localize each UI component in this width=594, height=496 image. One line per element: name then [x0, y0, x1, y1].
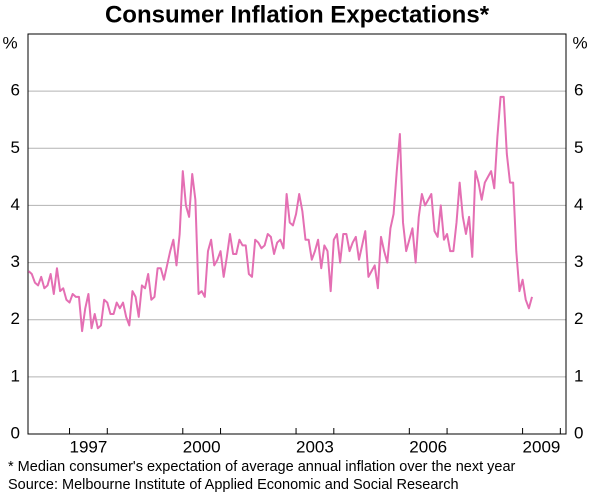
source: Source: Melbourne Institute of Applied E…: [8, 477, 459, 493]
y-tick-label: 2: [11, 309, 20, 328]
y-tick-label: 1: [11, 366, 20, 385]
y-tick-label-right: 5: [574, 138, 583, 157]
chart-title: Consumer Inflation Expectations*: [105, 1, 490, 28]
x-tick-label: 2006: [409, 437, 447, 456]
x-tick-label: 2000: [183, 437, 221, 456]
y-unit-left: %: [2, 33, 17, 52]
y-tick-label-right: 4: [574, 195, 583, 214]
plot-frame: [27, 33, 567, 435]
y-tick-label-right: 1: [574, 366, 583, 385]
y-tick-label-right: 2: [574, 309, 583, 328]
x-tick-label: 2003: [296, 437, 334, 456]
y-tick-label: 4: [11, 195, 20, 214]
footnote: * Median consumer's expectation of avera…: [8, 459, 516, 475]
x-tick-label: 1997: [69, 437, 107, 456]
y-tick-label: 3: [11, 252, 20, 271]
y-tick-label-right: 6: [574, 81, 583, 100]
series-line: [27, 95, 533, 333]
y-tick-label: 0: [11, 423, 20, 442]
y-unit-right: %: [572, 33, 587, 52]
y-tick-label-right: 3: [574, 252, 583, 271]
x-tick-label: 2009: [523, 437, 561, 456]
y-tick-label: 5: [11, 138, 20, 157]
y-tick-label-right: 0: [574, 423, 583, 442]
y-tick-label: 6: [11, 81, 20, 100]
